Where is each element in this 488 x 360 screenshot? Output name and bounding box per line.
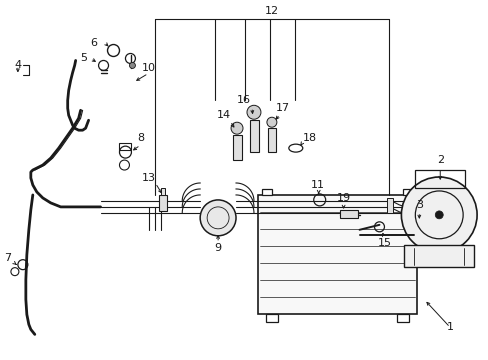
Text: 17: 17	[275, 103, 289, 113]
Bar	[265, 315, 277, 323]
Text: 13: 13	[141, 173, 155, 183]
Text: 11: 11	[310, 180, 324, 190]
Text: 9: 9	[214, 243, 221, 253]
Text: 7: 7	[4, 253, 11, 263]
Text: 10: 10	[141, 63, 155, 73]
Bar	[267, 128, 275, 152]
Bar	[414, 170, 464, 188]
Bar	[397, 315, 408, 323]
Text: 15: 15	[377, 238, 391, 248]
Bar	[249, 120, 259, 152]
Bar	[119, 143, 131, 150]
Bar	[403, 189, 412, 195]
Circle shape	[129, 62, 135, 68]
Circle shape	[246, 105, 261, 119]
Text: 18: 18	[302, 133, 316, 143]
Text: 4: 4	[14, 60, 21, 71]
Text: 6: 6	[90, 37, 97, 48]
Circle shape	[230, 122, 243, 134]
Text: 2: 2	[436, 155, 443, 165]
Bar	[159, 195, 167, 211]
Text: 14: 14	[217, 110, 231, 120]
Circle shape	[266, 117, 276, 127]
Text: 16: 16	[237, 95, 250, 105]
Text: 8: 8	[137, 133, 143, 143]
Bar	[161, 188, 165, 195]
Text: 12: 12	[264, 6, 278, 15]
Circle shape	[434, 211, 442, 219]
Text: 19: 19	[336, 193, 350, 203]
Bar	[404, 245, 473, 267]
Text: 1: 1	[446, 323, 453, 332]
Circle shape	[200, 200, 236, 236]
Bar	[386, 198, 393, 213]
Bar	[339, 210, 357, 218]
Bar	[233, 135, 242, 160]
Circle shape	[401, 177, 476, 253]
Bar	[258, 195, 416, 315]
Bar	[262, 189, 271, 195]
Text: 3: 3	[415, 200, 422, 210]
Text: 5: 5	[80, 54, 87, 63]
